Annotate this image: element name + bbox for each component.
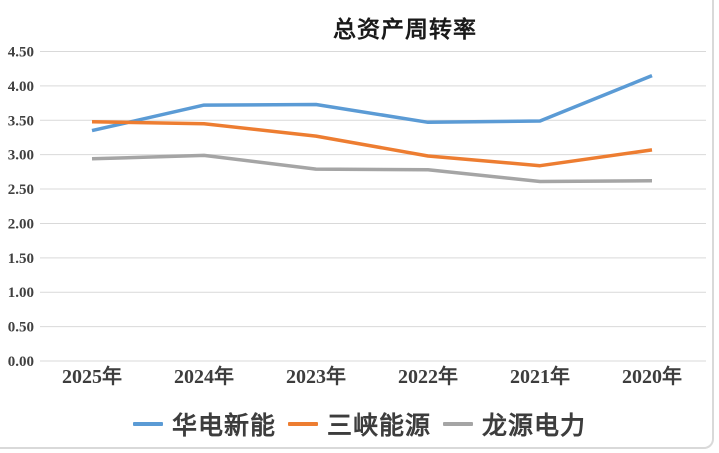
y-axis-tick-label: 4.50 bbox=[8, 45, 34, 61]
legend-item: 龙源电力 bbox=[443, 406, 586, 442]
legend-item: 华电新能 bbox=[132, 406, 276, 442]
x-axis-tick-label: 2024年 bbox=[174, 364, 234, 388]
x-axis-tick-label: 2023年 bbox=[286, 364, 346, 388]
line-chart-plot: 4.50 4.00 3.50 3.00 2.50 2.00 1.50 1.00 0.50 0.00… bbox=[8, 45, 706, 388]
chart-title: 总资产周转率 bbox=[333, 17, 477, 42]
x-axis-tick-label: 2022年 bbox=[398, 364, 458, 388]
series-line-龙源电力 bbox=[91, 153, 653, 184]
legend-dash-icon bbox=[443, 422, 473, 426]
x-axis-tick-label: 2025年 bbox=[62, 364, 122, 388]
series-line-华电新能 bbox=[91, 73, 653, 133]
legend-dash-icon bbox=[287, 422, 318, 426]
legend-label: 三峡能源 bbox=[326, 413, 431, 440]
chart-legend: 华电新能 三峡能源 龙源电力 bbox=[0, 404, 719, 444]
y-axis-tick-label: 0.50 bbox=[8, 320, 34, 336]
y-axis-tick-label: 4.00 bbox=[8, 79, 34, 95]
x-axis-tick-label: 2021年 bbox=[510, 364, 570, 388]
y-axis-tick-label: 3.50 bbox=[8, 113, 34, 129]
legend-label: 龙源电力 bbox=[482, 413, 587, 440]
y-axis-tick-label: 3.00 bbox=[8, 148, 34, 164]
y-axis-tick-label: 2.50 bbox=[8, 182, 34, 198]
series-line-三峡能源 bbox=[91, 119, 653, 168]
y-axis-tick-label: 0.00 bbox=[8, 354, 34, 370]
x-axis-tick-label: 2020年 bbox=[622, 364, 682, 388]
legend-label: 华电新能 bbox=[171, 413, 276, 440]
y-axis-tick-label: 1.50 bbox=[8, 251, 34, 267]
legend-item: 三峡能源 bbox=[287, 406, 431, 442]
legend-dash-icon bbox=[132, 422, 163, 426]
y-axis-tick-label: 1.00 bbox=[8, 285, 34, 301]
y-axis-tick-label: 2.00 bbox=[8, 216, 34, 232]
